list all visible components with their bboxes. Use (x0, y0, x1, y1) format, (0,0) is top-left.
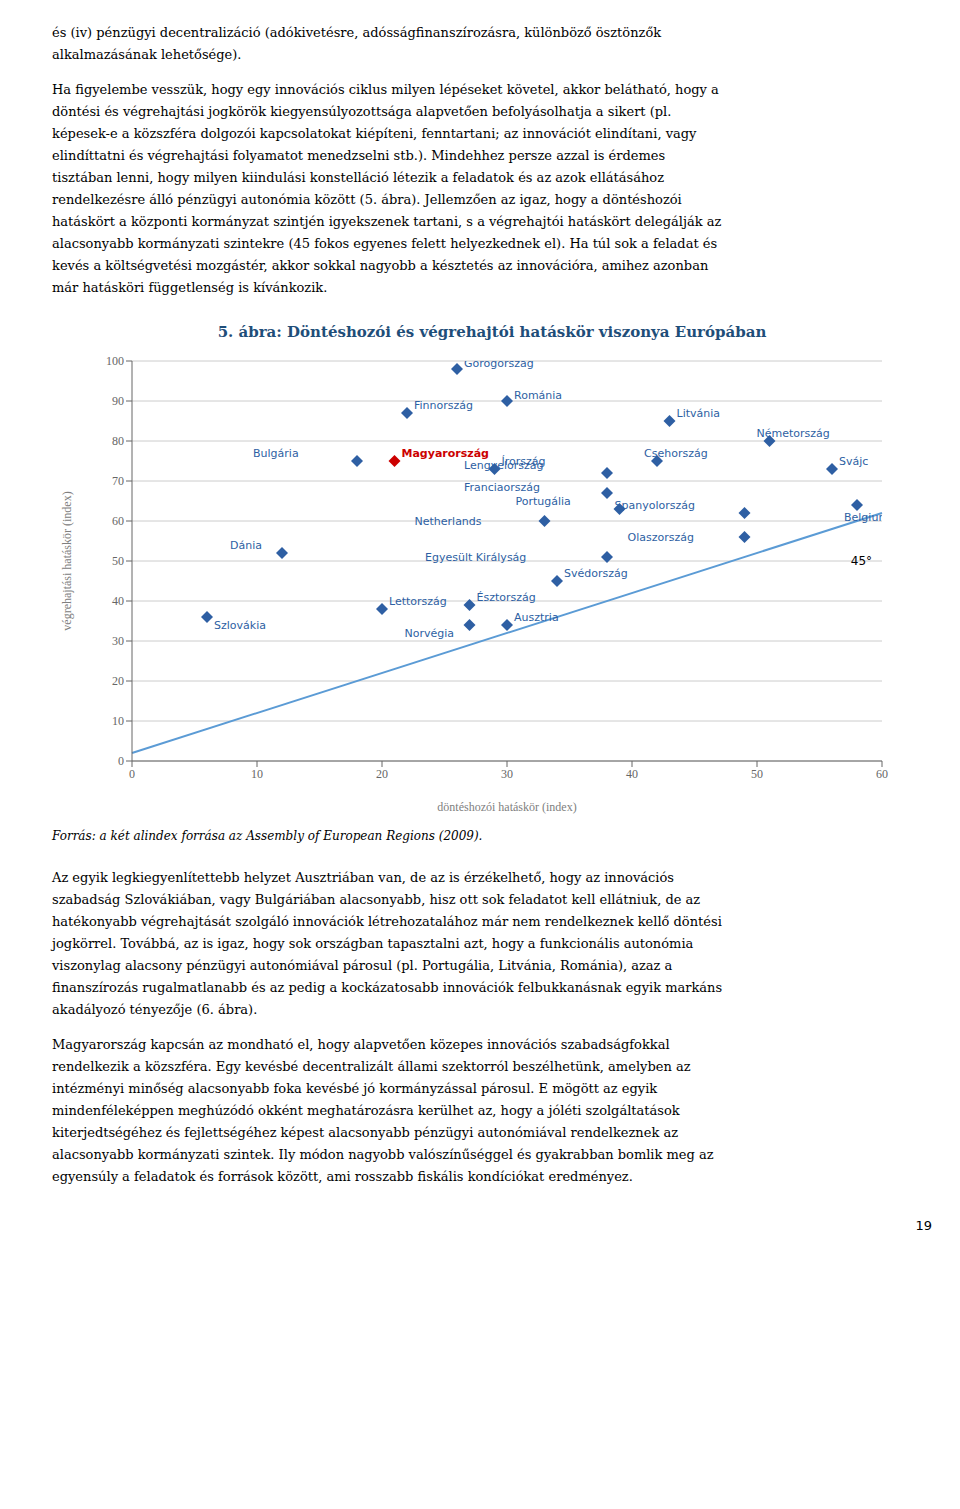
svg-text:Norvégia: Norvégia (405, 627, 455, 640)
svg-text:60: 60 (876, 767, 888, 781)
svg-text:Szlovákia: Szlovákia (214, 619, 266, 632)
svg-text:Magyarország: Magyarország (401, 447, 489, 460)
svg-text:30: 30 (112, 634, 124, 648)
svg-text:Netherlands: Netherlands (415, 515, 482, 528)
svg-text:40: 40 (626, 767, 638, 781)
html-text:mindenféleképpen meghúzódó okk: mindenféleképpen meghúzódó okként meghat… (52, 1103, 680, 1118)
svg-text:Olaszország: Olaszország (628, 531, 694, 544)
html-text:intézményi minőség alacsonyabb: intézményi minőség alacsonyabb foka kevé… (52, 1081, 658, 1096)
svg-text:Finnország: Finnország (414, 399, 473, 412)
svg-text:Észtország: Észtország (477, 591, 536, 604)
html-text:döntési és végrehajtási jogkör: döntési és végrehajtási jogkörök kiegyen… (52, 104, 672, 119)
svg-text:50: 50 (112, 554, 124, 568)
html-text:és (iv) pénzügyi decentralizác: és (iv) pénzügyi decentralizáció (adókiv… (52, 25, 662, 40)
html-text:kiterjedtségéhez és fejlettség: kiterjedtségéhez és fejlettségéhez képes… (52, 1125, 678, 1140)
svg-text:Egyesült Királyság: Egyesült Királyság (425, 551, 526, 564)
svg-text:40: 40 (112, 594, 124, 608)
svg-text:Spanyolország: Spanyolország (615, 499, 695, 512)
svg-text:45°: 45° (851, 554, 872, 568)
svg-text:20: 20 (376, 767, 388, 781)
html-text:elindíttatni és végrehajtási f: elindíttatni és végrehajtási folyamatot … (52, 148, 666, 163)
svg-text:Svédország: Svédország (564, 567, 628, 580)
svg-text:Lengyelország: Lengyelország (464, 459, 543, 472)
svg-text:90: 90 (112, 394, 124, 408)
svg-text:Németország: Németország (757, 427, 830, 440)
html-text:alacsonyabb kormányzati szinte: alacsonyabb kormányzati szintekre (45 fo… (52, 236, 718, 251)
html-text:tisztában lenni, hogy milyen k: tisztában lenni, hogy milyen kiindulási … (52, 170, 664, 185)
html-text:Forrás: a két alindex forrása: Forrás: a két alindex forrása az Assembl… (52, 829, 483, 843)
svg-text:Lettország: Lettország (389, 595, 447, 608)
svg-text:10: 10 (112, 714, 124, 728)
svg-text:10: 10 (251, 767, 263, 781)
html-text:már hatásköri függetlenség is: már hatásköri függetlenség is kívánkozik… (52, 280, 328, 295)
svg-text:Románia: Románia (514, 389, 562, 402)
html-text:egyensúly a feladatok és forrá: egyensúly a feladatok és források között… (52, 1169, 633, 1184)
svg-text:80: 80 (112, 434, 124, 448)
html-text:alacsonyabb kormányzati szinte: alacsonyabb kormányzati szintek. Ily mód… (52, 1147, 714, 1162)
html-text:szabadság Szlovákiában, vagy B: szabadság Szlovákiában, vagy Bulgáriában… (52, 892, 701, 907)
html-text:jogkörrel. Továbbá, az is igaz: jogkörrel. Továbbá, az is igaz, hogy sok… (52, 936, 694, 951)
svg-text:Bulgária: Bulgária (253, 447, 299, 460)
svg-text:Portugália: Portugália (516, 495, 571, 508)
html-text:Az egyik legkiegyenlítettebb h: Az egyik legkiegyenlítettebb helyzet Aus… (52, 870, 674, 885)
svg-text:Ausztria: Ausztria (514, 611, 559, 624)
svg-text:Franciaország: Franciaország (464, 481, 540, 494)
html-text:19: 19 (915, 1218, 932, 1233)
svg-text:0: 0 (118, 754, 124, 768)
svg-text:70: 70 (112, 474, 124, 488)
html-text:5. ábra: Döntéshozói és végreh: 5. ábra: Döntéshozói és végrehajtói hatá… (217, 323, 767, 341)
svg-text:Svájc: Svájc (839, 455, 868, 468)
html-text:finanszírozás rugalmatlanabb é: finanszírozás rugalmatlanabb és az pedig… (52, 980, 723, 995)
svg-text:Dánia: Dánia (230, 539, 262, 552)
html-text:Ha figyelembe vesszük, hogy eg: Ha figyelembe vesszük, hogy egy innováci… (52, 82, 719, 97)
html-text:alkalmazásának lehetősége).: alkalmazásának lehetősége). (52, 47, 242, 62)
html-text:hatékonyabb végrehajtását szol: hatékonyabb végrehajtását szolgáló innov… (52, 914, 722, 929)
svg-text:60: 60 (112, 514, 124, 528)
html-text:kevés a költségvetési mozgásté: kevés a költségvetési mozgástér, akkor s… (52, 258, 709, 273)
svg-text:20: 20 (112, 674, 124, 688)
html-text:rendelkezésre álló pénzügyi au: rendelkezésre álló pénzügyi autonómia kö… (52, 192, 682, 207)
html-text:viszonylag alacsony pénzügyi a: viszonylag alacsony pénzügyi autonómiáva… (52, 958, 673, 973)
html-text:akadályozó tényezője (6. ábra): akadályozó tényezője (6. ábra). (52, 1002, 258, 1017)
html-text:hatáskört a központi kormányza: hatáskört a központi kormányzat szintjén… (52, 214, 722, 229)
svg-text:Csehország: Csehország (644, 447, 708, 460)
svg-text:100: 100 (106, 354, 124, 368)
html-text:rendelkezik a közszféra. Egy k: rendelkezik a közszféra. Egy kevésbé dec… (52, 1059, 691, 1074)
svg-text:végrehajtási hatáskör (index): végrehajtási hatáskör (index) (60, 491, 74, 630)
svg-text:0: 0 (129, 767, 135, 781)
svg-text:Görögország: Görögország (464, 361, 534, 370)
svg-text:30: 30 (501, 767, 513, 781)
svg-text:50: 50 (751, 767, 763, 781)
svg-text:döntéshozói hatáskör (index): döntéshozói hatáskör (index) (437, 800, 576, 814)
html-text:képesek-e a közszféra dolgozói: képesek-e a közszféra dolgozói kapcsolat… (52, 126, 697, 141)
html-text:Magyarország kapcsán az mondha: Magyarország kapcsán az mondható el, hog… (52, 1037, 670, 1052)
svg-text:Belgium: Belgium (844, 511, 882, 524)
svg-text:Litvánia: Litvánia (677, 407, 721, 420)
